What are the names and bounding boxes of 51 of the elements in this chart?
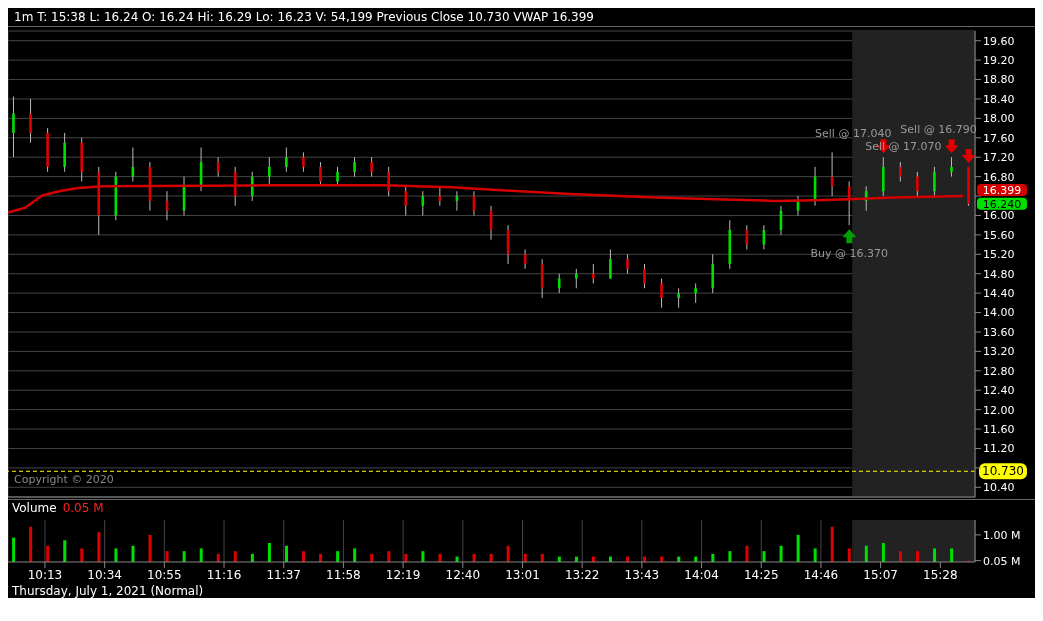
x-tick-label: 15:07 [863,567,898,582]
x-tick-label: 11:37 [266,567,302,582]
x-tick-label: 10:55 [147,567,182,582]
y-tick-label: 19.20 [983,54,1015,68]
y-tick-label: 1.00 M [983,528,1021,542]
x-tick-label: 15:28 [923,567,958,582]
x-tick-label: 14:04 [684,567,719,582]
annotation: Buy @ 16.370 [810,247,889,261]
chart-title: Volume [12,501,57,515]
y-tick-label: 15.60 [983,228,1015,242]
ref-line-label: 10.730 [982,464,1024,479]
y-tick-label: 0.05 M [983,554,1021,568]
y-tick-label: 11.60 [983,422,1015,436]
y-tick-label: 18.00 [983,112,1015,126]
annotation: Copyright © 2020 [14,473,114,486]
x-tick-label: 13:01 [505,567,540,582]
annotation: Sell @ 17.040 [815,127,892,141]
x-tick-label: 11:58 [326,567,361,582]
y-tick-label: 10.40 [983,481,1015,495]
y-tick-label: 12.00 [983,403,1015,417]
y-tick-label: 16.00 [983,209,1015,223]
x-tick-label: 11:16 [206,567,242,582]
y-tick-label: 14.00 [983,306,1015,320]
annotation: 16.240 [982,197,1022,211]
text: Thursday, July 1, 2021 (Normal) [12,584,205,598]
y-tick-label: 14.40 [983,287,1015,301]
y-tick-label: 12.80 [983,364,1015,378]
y-tick-label: 15.20 [983,248,1015,262]
y-tick-label: 17.60 [983,131,1015,145]
x-tick-label: 12:40 [445,567,481,582]
x-tick-label: 10:34 [87,567,122,582]
chart-title: 1m T: 15:38 L: 16.24 O: 16.24 Hi: 16.29 Lo: 16.23 V: 54,199 Previous Close 10.730 VWAP 16.399 [8,8,1035,27]
x-tick-label: 10:13 [27,567,63,582]
y-tick-label: 12.40 [983,384,1015,398]
y-tick-label: 14.80 [983,267,1015,281]
y-tick-label: 18.80 [983,73,1015,87]
annotation: 16.399 [982,184,1022,198]
x-tick-label: 14:25 [743,567,779,582]
chart-subtitle: 0.05 M [62,501,104,515]
x-tick-label: 14:46 [803,567,839,582]
y-tick-label: 19.60 [983,34,1015,48]
y-tick-label: 18.40 [983,92,1015,106]
y-tick-label: 13.60 [983,325,1015,339]
x-tick-label: 13:43 [624,567,660,582]
x-tick-label: 12:19 [385,567,421,582]
y-tick-label: 16.80 [983,170,1015,184]
x-tick-label: 13:22 [564,567,600,582]
annotation: Sell @ 16.790 [900,122,977,136]
y-tick-label: 17.20 [983,151,1015,165]
y-tick-label: 11.20 [983,442,1015,456]
y-tick-label: 13.20 [983,345,1015,359]
